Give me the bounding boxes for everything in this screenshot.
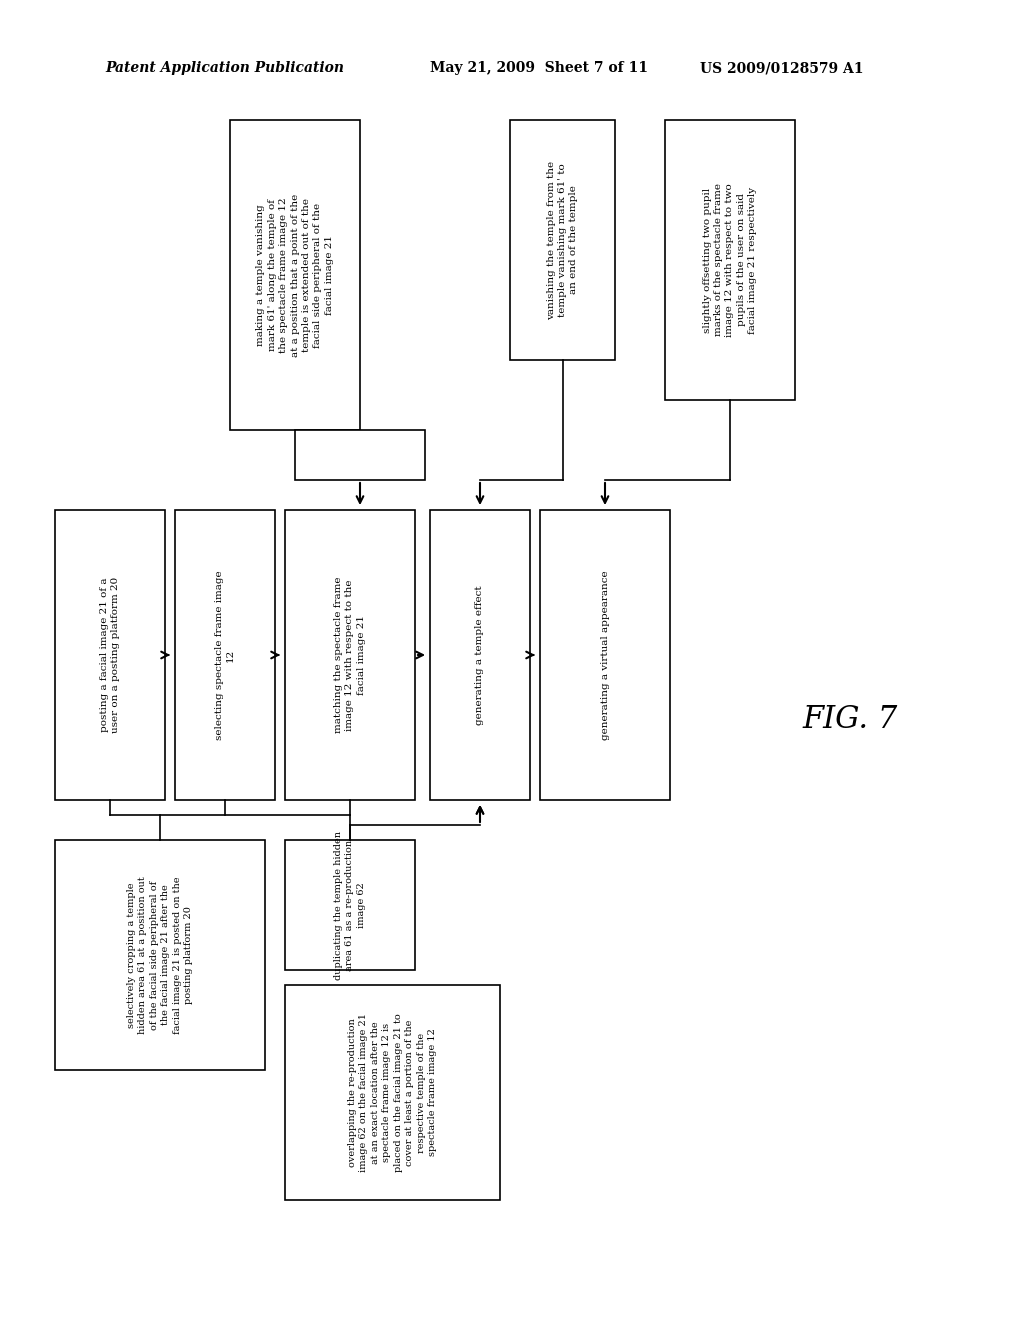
Text: selectively cropping a temple
hidden area 61 at a position out
of the facial sid: selectively cropping a temple hidden are… (127, 876, 194, 1034)
Text: Patent Application Publication: Patent Application Publication (105, 61, 344, 75)
Text: posting a facial image 21 of a
user on a posting platform 20: posting a facial image 21 of a user on a… (99, 577, 120, 733)
Text: duplicating the temple hidden
area 61 as a re-production
image 62: duplicating the temple hidden area 61 as… (334, 830, 366, 979)
Bar (175, 510, 275, 800)
Bar (285, 510, 415, 800)
Bar (540, 510, 670, 800)
Bar (665, 120, 795, 400)
Text: matching the spectacle frame
image 12 with respect to the
facial image 21: matching the spectacle frame image 12 wi… (334, 577, 366, 733)
Bar (285, 840, 415, 970)
Bar (285, 985, 500, 1200)
Bar (55, 510, 165, 800)
Text: May 21, 2009  Sheet 7 of 11: May 21, 2009 Sheet 7 of 11 (430, 61, 648, 75)
Text: generating a virtual appearance: generating a virtual appearance (600, 570, 609, 739)
Text: US 2009/0128579 A1: US 2009/0128579 A1 (700, 61, 863, 75)
Bar (55, 840, 265, 1071)
Bar (510, 120, 615, 360)
Text: slightly offsetting two pupil
marks of the spectacle frame
image 12 with respect: slightly offsetting two pupil marks of t… (702, 183, 758, 337)
Text: making a temple vanishing
mark 61' along the temple of
the spectacle frame image: making a temple vanishing mark 61' along… (256, 193, 334, 356)
Text: overlapping the re-production
image 62 on the facial image 21
at an exact locati: overlapping the re-production image 62 o… (348, 1012, 437, 1172)
Text: selecting spectacle frame image
12: selecting spectacle frame image 12 (215, 570, 236, 739)
Bar (295, 430, 425, 480)
Text: FIG. 7: FIG. 7 (803, 705, 898, 735)
Text: generating a temple effect: generating a temple effect (475, 585, 484, 725)
Bar (230, 120, 360, 430)
Text: vanishing the temple from the
temple vanishing mark 61' to
an end of the temple: vanishing the temple from the temple van… (547, 161, 579, 319)
Bar (430, 510, 530, 800)
